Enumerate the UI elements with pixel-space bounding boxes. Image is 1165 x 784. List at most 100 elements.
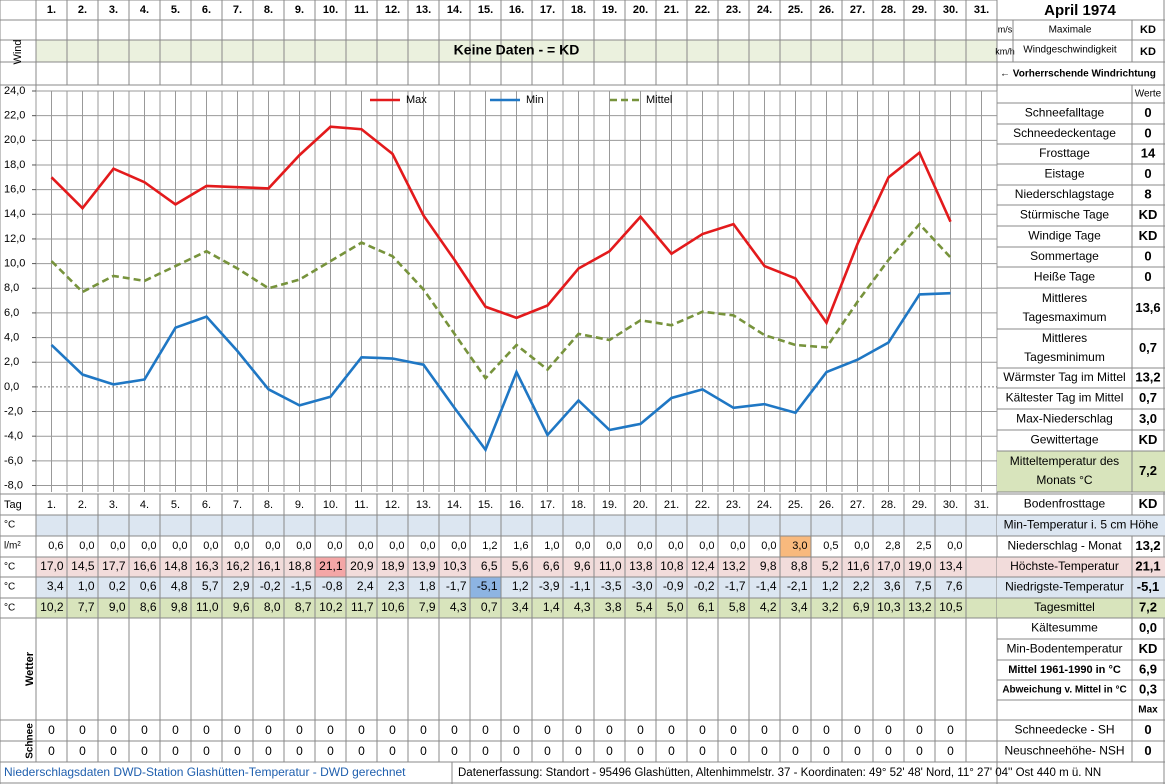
- stat-label: Schneedecke - SH: [1014, 723, 1114, 737]
- stat-label: Wärmster Tag im Mittel: [1003, 370, 1125, 384]
- day-label: 12.: [385, 4, 400, 16]
- day-label: 9.: [295, 4, 304, 16]
- day-value: 10,3: [877, 600, 901, 614]
- stat-value: 0: [1144, 125, 1151, 140]
- day-value: -0,2: [694, 579, 715, 593]
- day-label: 23.: [726, 499, 741, 511]
- day-label: 10.: [323, 499, 338, 511]
- day-value: 3,4: [47, 579, 64, 593]
- snow-value: 0: [296, 744, 303, 758]
- y-tick-label: 20,0: [4, 134, 25, 146]
- day-label: 25.: [788, 499, 803, 511]
- werte-header: Werte: [1135, 89, 1162, 100]
- day-value: 9,8: [171, 600, 188, 614]
- day-value: 0,7: [481, 600, 498, 614]
- day-value: 10,2: [40, 600, 64, 614]
- month-title: April 1974: [1044, 2, 1116, 19]
- day-label: 4.: [140, 499, 149, 511]
- snow-value: 0: [513, 723, 520, 737]
- stat-bg: [997, 515, 1165, 536]
- stat-value: 0: [1144, 105, 1151, 120]
- stat-label: Niedrigste-Temperatur: [1005, 580, 1124, 594]
- precip-value: 0,0: [172, 540, 187, 552]
- precip-value: 0,0: [110, 540, 125, 552]
- precip-value: 0,0: [79, 540, 94, 552]
- day-label: 26.: [819, 4, 834, 16]
- stat-value: 21,1: [1135, 558, 1160, 573]
- wind-unit: m/s: [998, 24, 1013, 34]
- precip-value: 0,0: [637, 540, 652, 552]
- stat-bg: [997, 451, 1165, 492]
- wind-value: KD: [1140, 46, 1156, 58]
- day-label: 18.: [571, 4, 586, 16]
- day-label: 2.: [78, 4, 87, 16]
- stat-value: 0,3: [1139, 681, 1157, 696]
- wind-max-label: Maximale: [1049, 25, 1092, 36]
- day-value: 11,7: [351, 600, 374, 614]
- day-value: 6,5: [481, 559, 498, 573]
- precip-value: 0,0: [606, 540, 621, 552]
- day-value: 4,3: [450, 600, 467, 614]
- day-label: 22.: [695, 4, 710, 16]
- day-value: 4,2: [760, 600, 777, 614]
- stat-label: Kältesumme: [1031, 621, 1098, 635]
- snow-value: 0: [668, 744, 675, 758]
- stat-bg: [997, 557, 1165, 577]
- stat-label: Bodenfrosttage: [1024, 497, 1106, 511]
- day-value: 5,7: [202, 579, 219, 593]
- y-tick-label: 16,0: [4, 184, 25, 196]
- day-value: -2,1: [787, 579, 808, 593]
- y-tick-label: 14,0: [4, 208, 25, 220]
- day-value: 9,6: [574, 559, 591, 573]
- day-value: 7,7: [78, 600, 95, 614]
- stat-bg: [997, 598, 1165, 618]
- day-value: 4,3: [574, 600, 591, 614]
- footer-right: Datenerfassung: Standort - 95496 Glashüt…: [458, 767, 1101, 779]
- day-label: 29.: [912, 4, 927, 16]
- stat-value: 0,0: [1139, 620, 1157, 635]
- day-value: 3,6: [884, 579, 901, 593]
- day-value: 20,9: [350, 559, 374, 573]
- stat-bg: [997, 577, 1165, 598]
- y-tick-label: 18,0: [4, 159, 25, 171]
- day-value: 5,4: [636, 600, 653, 614]
- snow-value: 0: [48, 723, 55, 737]
- day-value: 5,0: [667, 600, 684, 614]
- day-value: 7,5: [915, 579, 932, 593]
- footer-bg: [36, 762, 1165, 784]
- snow-value: 0: [389, 723, 396, 737]
- snow-value: 0: [637, 723, 644, 737]
- precip-value: 0,0: [234, 540, 249, 552]
- stat-value: 0,7: [1139, 340, 1157, 355]
- stat-label: Mittel 1961-1990 in °C: [1008, 664, 1121, 676]
- day-value: 10,6: [381, 600, 405, 614]
- day-value: 8,7: [295, 600, 312, 614]
- day-label: 4.: [140, 4, 149, 16]
- day-value: 3,8: [605, 600, 622, 614]
- snow-value: 0: [606, 723, 613, 737]
- row-bg: [36, 577, 997, 598]
- stat-value: -5,1: [1137, 579, 1159, 594]
- day-label: 5.: [171, 4, 180, 16]
- day-label: 6.: [202, 499, 211, 511]
- precip-value: 1,2: [482, 540, 497, 552]
- precip-value: 0,0: [296, 540, 311, 552]
- day-label: 28.: [881, 4, 896, 16]
- y-tick-label: 10,0: [4, 258, 25, 270]
- precip-value: 0,0: [699, 540, 714, 552]
- stat-label: Windige Tage: [1028, 229, 1101, 243]
- day-label: 31.: [974, 499, 989, 511]
- legend-label: Max: [406, 94, 427, 106]
- snow-value: 0: [110, 723, 117, 737]
- stat-value: 7,2: [1139, 463, 1157, 478]
- day-value: 9,0: [109, 600, 126, 614]
- stat-value: 0: [1144, 743, 1151, 758]
- day-value: -1,7: [725, 579, 746, 593]
- day-value: 11,0: [196, 600, 219, 614]
- day-value: 11,0: [599, 559, 622, 573]
- day-value: 2,4: [357, 579, 374, 593]
- snow-value: 0: [482, 723, 489, 737]
- precip-value: 0,6: [48, 540, 63, 552]
- snow-value: 0: [854, 723, 861, 737]
